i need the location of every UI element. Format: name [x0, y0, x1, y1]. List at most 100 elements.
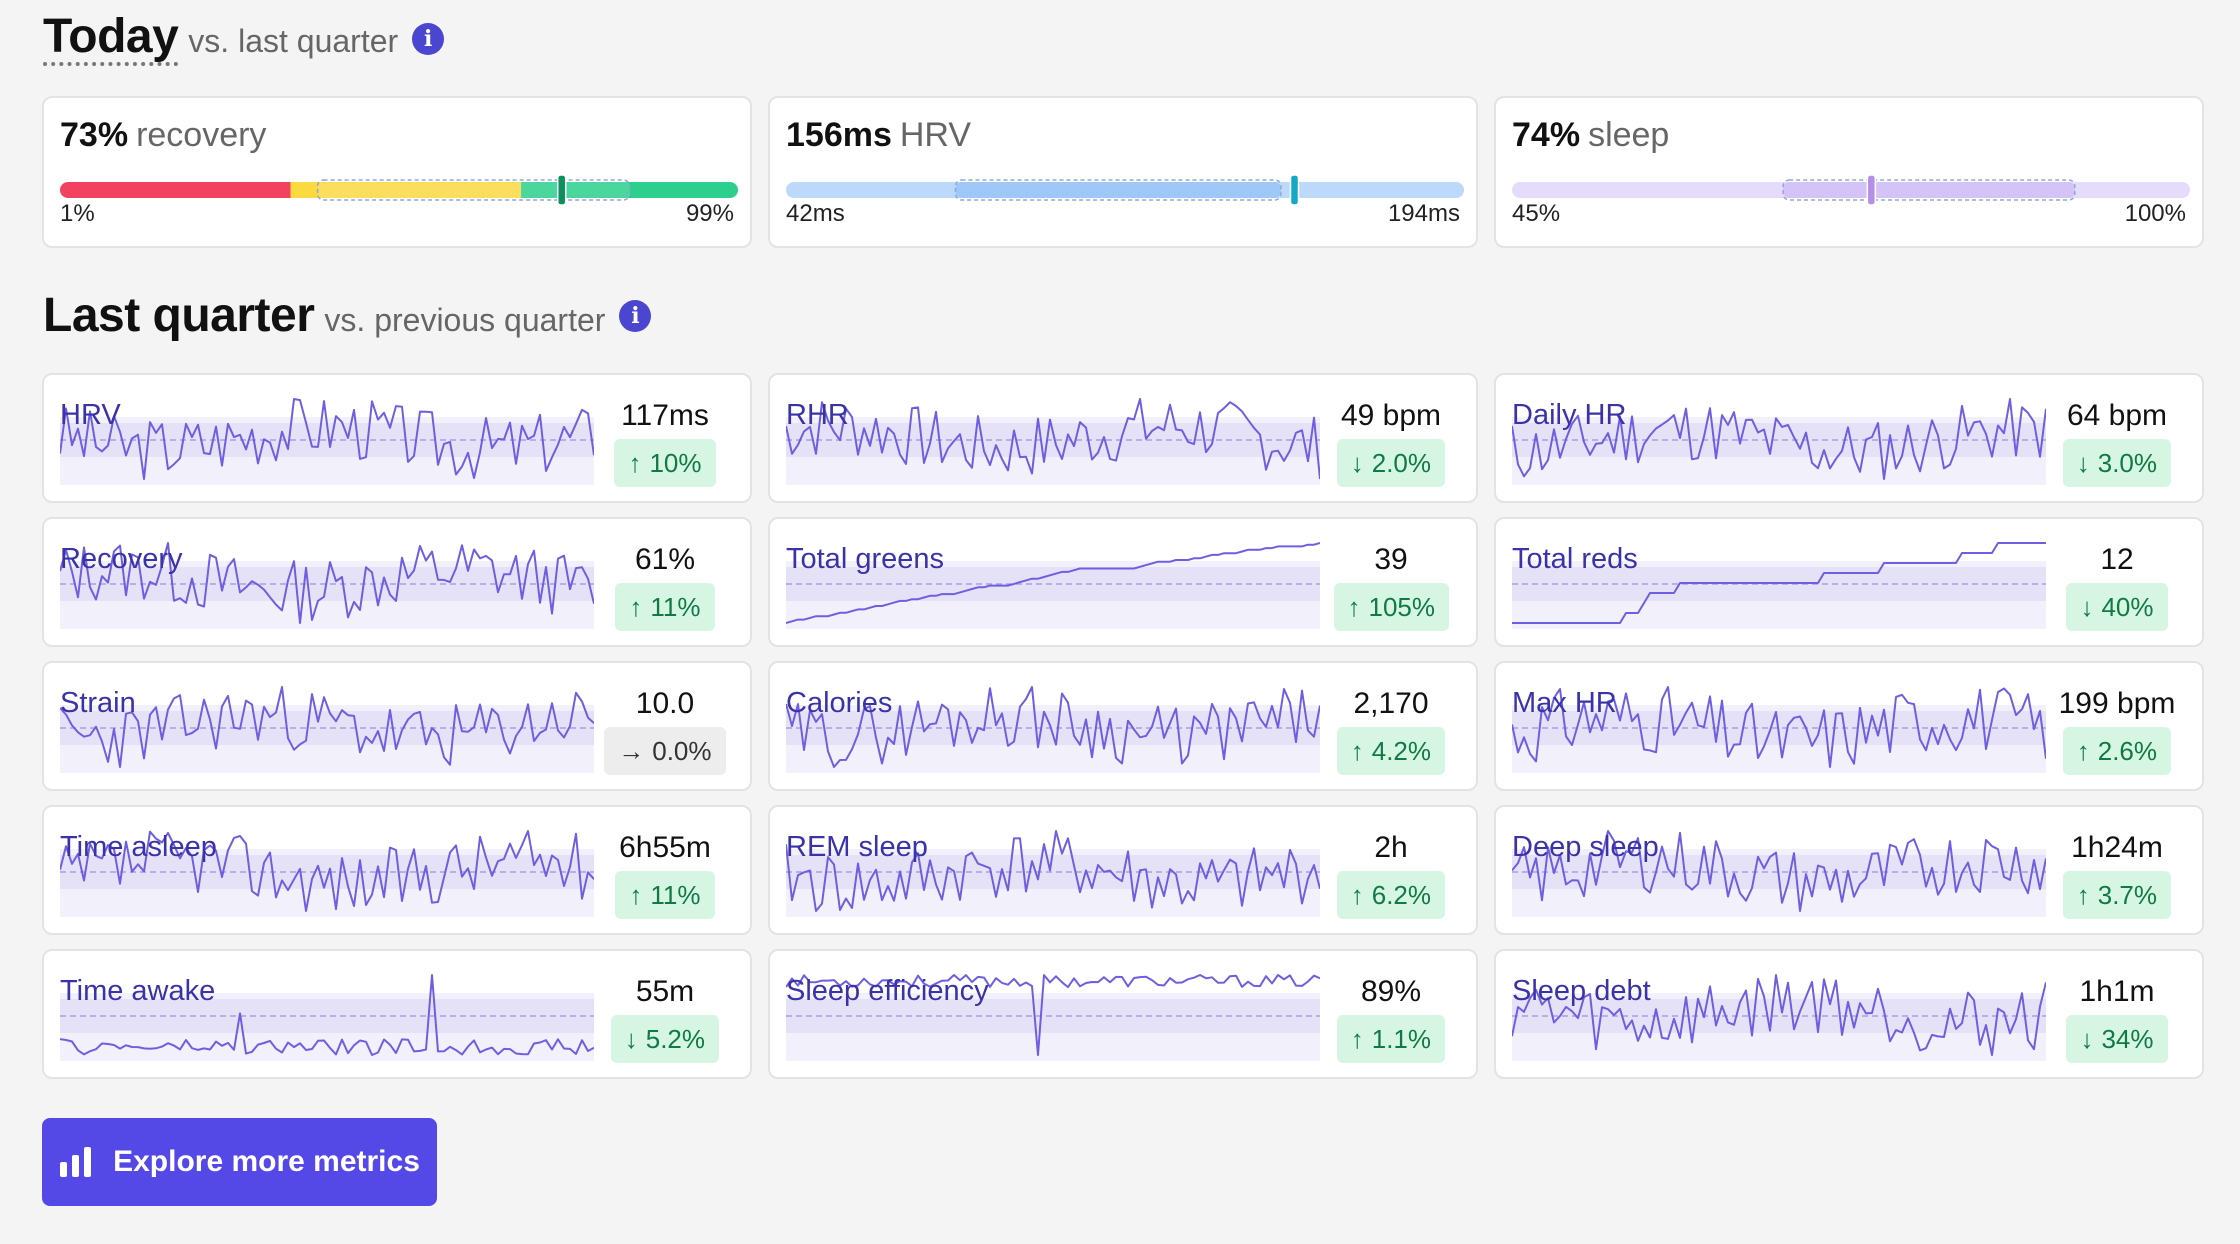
sparkline: [1512, 686, 2046, 773]
metric-value: 89%: [1360, 975, 1422, 1008]
change-value: 2.6%: [2097, 735, 2157, 766]
change-badge: ↓ 34%: [2066, 1015, 2168, 1063]
metric-card-sleep-efficiency[interactable]: Sleep efficiency 89% ↑ 1.1%: [768, 949, 1478, 1079]
arrow-up-icon: ↑: [2076, 735, 2090, 766]
change-value: 11%: [650, 591, 701, 622]
metric-label: Sleep efficiency: [786, 975, 989, 1007]
sparkline: [786, 542, 1320, 629]
today-bar-svg: [1512, 175, 2190, 205]
metric-label: Total reds: [1512, 543, 1638, 575]
today-title[interactable]: Today: [43, 11, 179, 67]
metric-card-total-greens[interactable]: Total greens 39 ↑ 105%: [768, 517, 1478, 647]
change-badge: ↑ 105%: [1333, 583, 1449, 631]
today-value: 73%: [60, 116, 129, 154]
today-headline: 156ms HRV: [786, 116, 971, 155]
sparkline: [60, 974, 594, 1061]
today-bar-svg: [786, 175, 1464, 205]
arrow-up-icon: ↑: [1350, 879, 1364, 910]
change-value: 6.2%: [1371, 879, 1431, 910]
today-min: 42ms: [786, 200, 845, 227]
quarter-subtitle: vs. previous quarter: [324, 302, 606, 338]
sparkline: [60, 686, 594, 773]
metric-card-max-hr[interactable]: Max HR 199 bpm ↑ 2.6%: [1494, 661, 2204, 791]
today-heading: Today vs. last quarter i: [43, 11, 445, 67]
info-icon[interactable]: i: [412, 23, 445, 56]
metric-label: RHR: [786, 399, 849, 431]
change-badge: ↓ 40%: [2066, 583, 2168, 631]
metric-card-strain[interactable]: Strain 10.0 → 0.0%: [42, 661, 752, 791]
sparkline: [1512, 542, 2046, 629]
today-card-recovery[interactable]: 73% recovery 1% 99%: [42, 96, 752, 248]
metric-card-daily-hr[interactable]: Daily HR 64 bpm ↓ 3.0%: [1494, 373, 2204, 503]
sparkline-series: [60, 686, 594, 768]
metric-card-time-awake[interactable]: Time awake 55m ↓ 5.2%: [42, 949, 752, 1079]
metric-card-hrv[interactable]: HRV 117ms ↑ 10%: [42, 373, 752, 503]
typical-range-outline: [316, 179, 631, 201]
recovery-zone-red: [60, 182, 291, 198]
today-unit: HRV: [899, 116, 972, 154]
metric-value: 199 bpm: [2058, 687, 2176, 720]
metric-label: Max HR: [1512, 687, 1617, 719]
sparkline: [786, 686, 1320, 773]
sparkline-series: [786, 686, 1320, 768]
today-min: 1%: [60, 200, 95, 227]
change-badge: ↑ 2.6%: [2062, 727, 2171, 775]
sparkline: [1512, 398, 2046, 485]
today-max: 194ms: [1387, 200, 1460, 227]
today-bar-svg: [60, 175, 738, 205]
sparkline: [60, 830, 594, 917]
metric-label: Sleep debt: [1512, 975, 1651, 1007]
metric-value: 117ms: [621, 399, 709, 432]
change-badge: ↓ 5.2%: [610, 1015, 719, 1063]
explore-button-label: Explore more metrics: [113, 1145, 420, 1178]
bar-chart-icon: [60, 1147, 92, 1177]
change-value: 11%: [650, 879, 701, 910]
explore-more-metrics-button[interactable]: Explore more metrics: [42, 1118, 437, 1206]
sparkline-series: [1512, 830, 2046, 912]
metric-label: Strain: [60, 687, 136, 719]
arrow-down-icon: ↓: [1350, 447, 1364, 478]
change-badge: ↑ 1.1%: [1336, 1015, 1445, 1063]
today-value: 74%: [1512, 116, 1581, 154]
info-icon[interactable]: i: [619, 299, 652, 332]
metric-card-deep-sleep[interactable]: Deep sleep 1h24m ↑ 3.7%: [1494, 805, 2204, 935]
change-badge: ↑ 11%: [615, 583, 715, 631]
sparkline-series: [60, 398, 594, 480]
typical-range-outline: [954, 179, 1282, 201]
change-value: 3.0%: [2097, 447, 2157, 478]
metric-value: 2h: [1374, 831, 1408, 864]
metric-card-rem-sleep[interactable]: REM sleep 2h ↑ 6.2%: [768, 805, 1478, 935]
metric-value: 6h55m: [619, 831, 711, 864]
metric-label: Recovery: [60, 543, 183, 575]
arrow-up-icon: ↑: [1347, 591, 1361, 622]
sparkline: [786, 830, 1320, 917]
metric-card-rhr[interactable]: RHR 49 bpm ↓ 2.0%: [768, 373, 1478, 503]
sparkline-series: [1512, 686, 2046, 768]
metric-label: Time awake: [60, 975, 216, 1007]
metric-card-recovery[interactable]: Recovery 61% ↑ 11%: [42, 517, 752, 647]
metric-card-sleep-debt[interactable]: Sleep debt 1h1m ↓ 34%: [1494, 949, 2204, 1079]
metric-card-time-asleep[interactable]: Time asleep 6h55m ↑ 11%: [42, 805, 752, 935]
sparkline: [786, 398, 1320, 485]
change-value: 5.2%: [645, 1023, 705, 1054]
arrow-up-icon: ↑: [629, 591, 643, 622]
sparkline-series: [60, 974, 594, 1056]
change-value: 3.7%: [2097, 879, 2157, 910]
metric-card-total-reds[interactable]: Total reds 12 ↓ 40%: [1494, 517, 2204, 647]
metric-value: 64 bpm: [2066, 399, 2168, 432]
change-value: 105%: [1368, 591, 1436, 622]
metric-label: HRV: [60, 399, 121, 431]
arrow-up-icon: ↑: [2076, 879, 2090, 910]
change-badge: → 0.0%: [604, 727, 726, 775]
typical-range: [955, 182, 1281, 198]
change-value: 10%: [649, 447, 702, 478]
change-badge: ↓ 3.0%: [2062, 439, 2171, 487]
sparkline-series: [786, 830, 1320, 912]
metric-card-calories[interactable]: Calories 2,170 ↑ 4.2%: [768, 661, 1478, 791]
sparkline-series: [60, 830, 594, 912]
today-card-hrv[interactable]: 156ms HRV 42ms 194ms: [768, 96, 1478, 248]
metric-value: 1h24m: [2071, 831, 2163, 864]
today-card-sleep[interactable]: 74% sleep 45% 100%: [1494, 96, 2204, 248]
metric-label: REM sleep: [786, 831, 928, 863]
metric-label: Calories: [786, 687, 893, 719]
